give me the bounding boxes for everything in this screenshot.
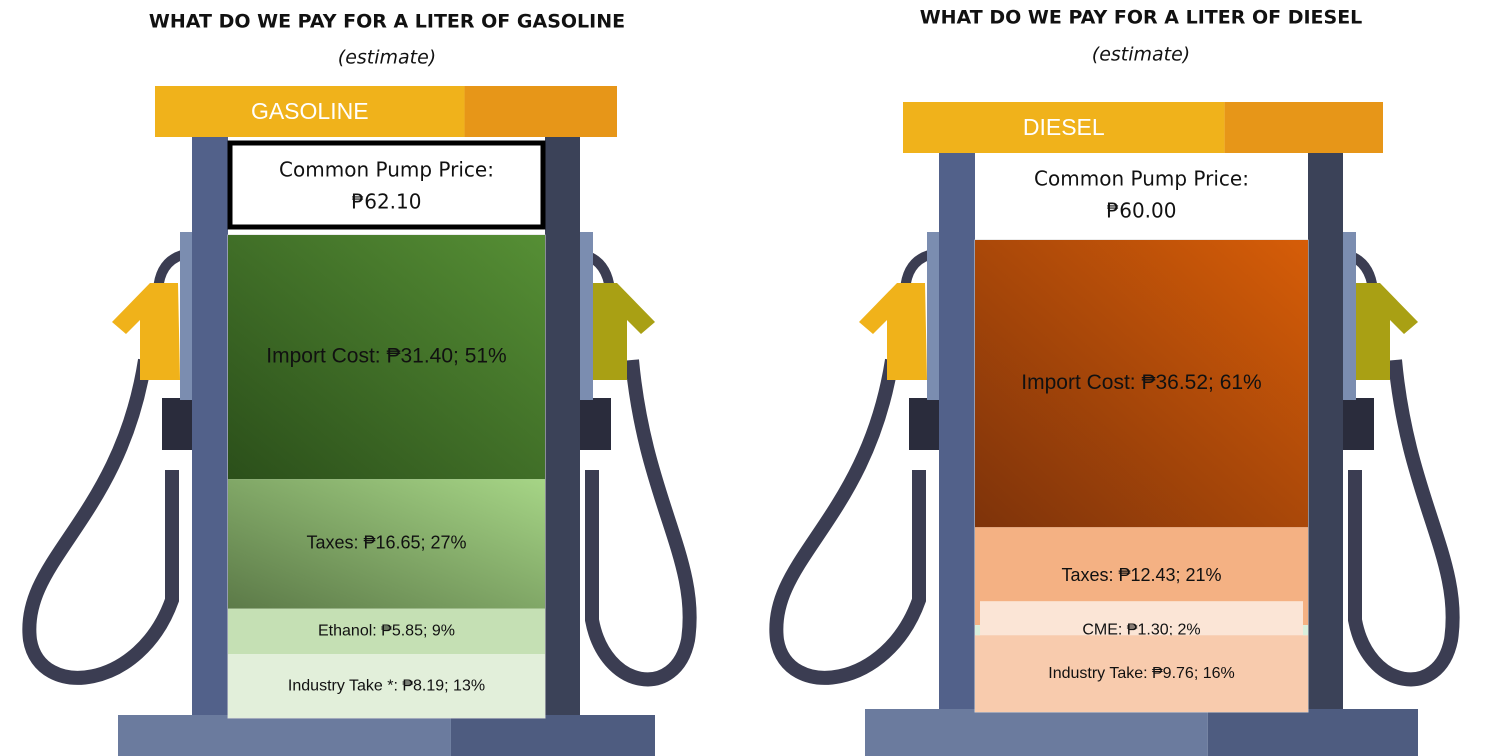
nozzle xyxy=(112,283,180,380)
post xyxy=(1308,152,1343,712)
connector xyxy=(579,232,593,400)
chart-title: WHAT DO WE PAY FOR A LITER OF DIESEL xyxy=(920,7,1363,29)
chart-subtitle: (estimate) xyxy=(1092,44,1190,66)
price-box xyxy=(230,143,543,227)
infographic: WHAT DO WE PAY FOR A LITER OF GASOLINE (e… xyxy=(0,0,1503,756)
holder xyxy=(162,398,196,450)
price-label: Common Pump Price: xyxy=(1034,167,1249,191)
segment-label: Industry Take: ₱9.76; 16% xyxy=(1048,665,1234,682)
holder xyxy=(577,398,611,450)
connector xyxy=(927,232,941,400)
segment-label: Taxes: ₱12.43; 21% xyxy=(1061,565,1221,585)
segment-label: Taxes: ₱16.65; 27% xyxy=(306,533,466,553)
holder xyxy=(909,398,943,450)
post xyxy=(192,136,228,718)
post xyxy=(545,136,580,718)
header-bar xyxy=(465,86,617,137)
segment-label: Import Cost: ₱31.40; 51% xyxy=(266,345,506,368)
chart-subtitle: (estimate) xyxy=(338,47,436,69)
holder xyxy=(1340,398,1374,450)
header-label: GASOLINE xyxy=(251,98,369,124)
price-value: ₱62.10 xyxy=(352,190,422,214)
price-value: ₱60.00 xyxy=(1107,199,1177,223)
price-label: Common Pump Price: xyxy=(279,158,494,182)
header-label: DIESEL xyxy=(1023,114,1105,140)
hose xyxy=(776,360,919,678)
connector xyxy=(180,232,194,400)
base xyxy=(1208,709,1418,756)
base xyxy=(865,709,1208,756)
segment-label: Import Cost: ₱36.52; 61% xyxy=(1021,371,1261,394)
base xyxy=(118,715,451,756)
segment-label: Industry Take *: ₱8.19; 13% xyxy=(288,677,485,694)
hose xyxy=(29,360,172,678)
header-bar xyxy=(1225,102,1383,153)
segment-label: Ethanol: ₱5.85; 9% xyxy=(318,623,455,640)
chart-title: WHAT DO WE PAY FOR A LITER OF GASOLINE xyxy=(149,11,625,33)
nozzle xyxy=(1350,283,1418,380)
nozzle xyxy=(859,283,927,380)
connector xyxy=(1342,232,1356,400)
post xyxy=(939,152,975,712)
base xyxy=(451,715,655,756)
nozzle xyxy=(587,283,655,380)
